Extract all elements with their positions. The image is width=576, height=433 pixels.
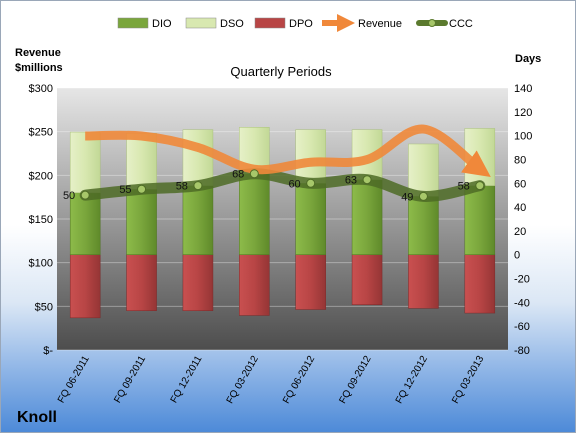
legend-label-ccc: CCC xyxy=(449,18,473,30)
ccc-data-label: 58 xyxy=(458,181,470,193)
ccc-marker xyxy=(418,191,428,201)
legend-label-dio: DIO xyxy=(152,18,172,30)
dio-bar xyxy=(239,173,270,255)
right-tick-label: 80 xyxy=(514,154,526,166)
right-tick-label: 40 xyxy=(514,202,526,214)
dpo-bar xyxy=(351,254,383,305)
right-tick-label: 100 xyxy=(514,131,532,143)
ccc-data-label: 55 xyxy=(119,184,131,196)
legend-label-revenue: Revenue xyxy=(358,18,402,30)
legend-swatch-dso xyxy=(185,17,217,29)
right-tick-label: 120 xyxy=(514,107,532,119)
right-tick-label: 140 xyxy=(514,83,532,95)
dio-bar xyxy=(295,183,326,255)
x-tick-label: FQ 09-2012 xyxy=(337,354,373,406)
right-tick-label: 20 xyxy=(514,226,526,238)
left-axis-ticks: $- $50 $100 $150 $200 $250 $300 xyxy=(29,83,54,357)
x-tick-label: FQ 06-2011 xyxy=(56,354,92,405)
dpo-bar xyxy=(464,254,496,314)
legend-swatch-dio xyxy=(117,17,149,29)
ccc-data-label: 50 xyxy=(63,190,75,202)
chart-title: Quarterly Periods xyxy=(230,64,332,79)
right-axis-ticks: -80 -60 -40 -20 0 20 40 60 80 100 120 140 xyxy=(514,83,532,357)
left-tick-label: $300 xyxy=(29,83,53,95)
left-tick-label: $250 xyxy=(29,127,53,139)
dpo-bar xyxy=(69,254,101,319)
right-tick-label: -60 xyxy=(514,321,530,333)
left-tick-label: $100 xyxy=(29,258,53,270)
x-tick-label: FQ 03-2012 xyxy=(225,354,261,406)
right-tick-label: -40 xyxy=(514,297,530,309)
ccc-data-label: 49 xyxy=(401,191,413,203)
dpo-bar xyxy=(182,254,214,311)
ccc-marker xyxy=(362,175,372,185)
ccc-line xyxy=(79,168,486,202)
dio-bar xyxy=(182,185,214,255)
x-tick-label: FQ 03-2013 xyxy=(450,354,486,406)
dio-bar xyxy=(351,179,383,255)
left-axis-label-line2: $millions xyxy=(15,62,63,74)
revenue-line xyxy=(85,124,491,178)
lines: 50 55 58 68 60 63 49 58 xyxy=(63,124,491,203)
right-tick-label: -80 xyxy=(514,345,530,357)
left-tick-label: $150 xyxy=(29,214,53,226)
dpo-bar xyxy=(408,254,439,309)
x-tick-label: FQ 12-2012 xyxy=(394,354,430,406)
dio-bar xyxy=(464,185,496,255)
dio-bar xyxy=(126,188,157,255)
ccc-marker xyxy=(475,181,485,191)
right-tick-label: -20 xyxy=(514,274,530,286)
ccc-data-label: 68 xyxy=(232,169,244,181)
ccc-marker xyxy=(137,184,147,194)
x-axis-ticks: FQ 06-2011 FQ 09-2011 FQ 12-2011 FQ 03-2012… xyxy=(56,354,487,406)
legend: DIO DSO DPO Revenue CCC xyxy=(117,14,473,32)
legend-label-dso: DSO xyxy=(220,18,244,30)
dso-bar xyxy=(408,143,439,197)
left-axis-label-line1: Revenue xyxy=(15,47,61,59)
dpo-bar xyxy=(126,254,157,311)
right-tick-label: 0 xyxy=(514,250,520,262)
dso-bar xyxy=(69,131,101,194)
ccc-marker xyxy=(193,181,203,191)
dso-bar xyxy=(182,129,214,186)
legend-label-dpo: DPO xyxy=(289,18,313,30)
right-tick-label: 60 xyxy=(514,178,526,190)
company-name: Knoll xyxy=(17,409,57,426)
legend-marker-ccc xyxy=(428,19,436,27)
ccc-marker xyxy=(249,169,259,179)
dso-bar xyxy=(295,129,326,184)
left-tick-label: $- xyxy=(43,345,53,357)
ccc-data-label: 63 xyxy=(345,175,357,187)
x-tick-label: FQ 06-2012 xyxy=(281,354,317,406)
left-tick-label: $200 xyxy=(29,170,53,182)
x-tick-label: FQ 12-2011 xyxy=(169,354,205,405)
ccc-data-label: 58 xyxy=(176,181,188,193)
ccc-marker xyxy=(80,190,90,200)
dpo-bar xyxy=(239,254,270,316)
ccc-data-label: 60 xyxy=(288,178,300,190)
bars xyxy=(69,127,496,319)
legend-swatch-dpo xyxy=(254,17,286,29)
ccc-marker xyxy=(306,178,316,188)
right-axis-label: Days xyxy=(515,53,541,65)
dpo-bar xyxy=(295,254,326,310)
left-tick-label: $50 xyxy=(35,301,53,313)
x-tick-label: FQ 09-2011 xyxy=(112,354,148,405)
dio-bar xyxy=(408,196,439,255)
